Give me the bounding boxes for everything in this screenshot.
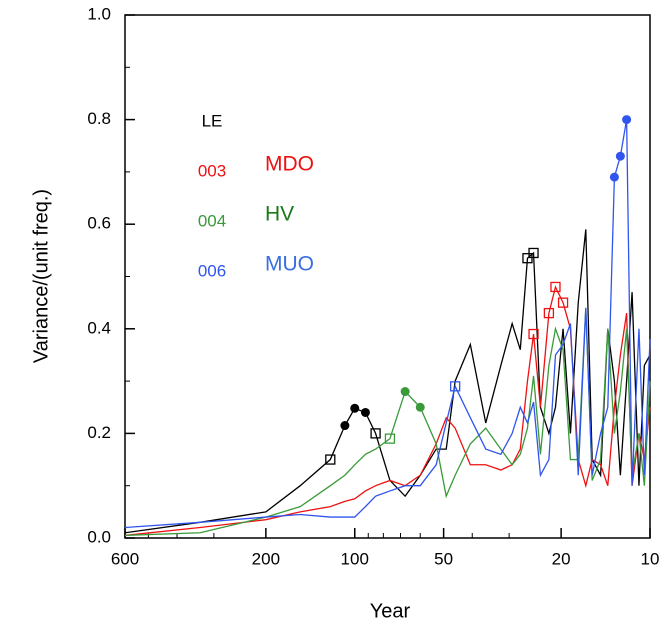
y-tick-label: 0.6 xyxy=(87,214,111,233)
x-axis-title: Year xyxy=(370,600,411,622)
point-marker xyxy=(622,115,632,125)
point-marker xyxy=(557,297,569,308)
x-tick-label: 10 xyxy=(641,549,660,568)
x-tick-label: 100 xyxy=(341,549,369,568)
x-tick-label: 20 xyxy=(552,549,571,568)
point-marker xyxy=(384,433,396,444)
point-marker xyxy=(615,151,625,161)
point-marker xyxy=(325,454,336,465)
legend-number: 004 xyxy=(198,211,226,230)
series-line xyxy=(124,119,651,529)
series-line xyxy=(124,307,651,537)
point-marker xyxy=(360,407,370,417)
y-tick-label: 0.4 xyxy=(87,318,111,337)
legend-label: MDO xyxy=(265,153,314,176)
y-tick-label: 1.0 xyxy=(87,4,111,23)
point-marker xyxy=(450,381,461,392)
x-tick-label: 50 xyxy=(434,549,453,568)
legend-label: HV xyxy=(265,203,294,226)
y-tick-label: 0.2 xyxy=(87,423,111,442)
y-axis-title: Variance/(unit freq.) xyxy=(30,189,52,363)
point-marker xyxy=(400,387,410,397)
y-tick-label: 0.8 xyxy=(87,109,111,128)
x-tick-label: 600 xyxy=(111,549,139,568)
legend-title: LE xyxy=(202,111,223,130)
point-marker xyxy=(609,172,619,182)
legend-number: 006 xyxy=(198,261,226,280)
legend-number: 003 xyxy=(198,161,226,180)
point-marker xyxy=(528,328,539,340)
point-marker xyxy=(522,253,533,264)
point-marker xyxy=(528,247,539,259)
point-marker xyxy=(350,403,360,413)
legend-label: MUO xyxy=(265,253,314,276)
series-line xyxy=(124,285,651,537)
point-marker xyxy=(543,307,555,319)
point-marker xyxy=(550,281,561,293)
point-marker xyxy=(370,428,381,439)
y-tick-label: 0.0 xyxy=(87,527,111,546)
x-tick-label: 200 xyxy=(252,549,280,568)
point-marker xyxy=(415,402,425,412)
point-marker xyxy=(340,421,350,431)
